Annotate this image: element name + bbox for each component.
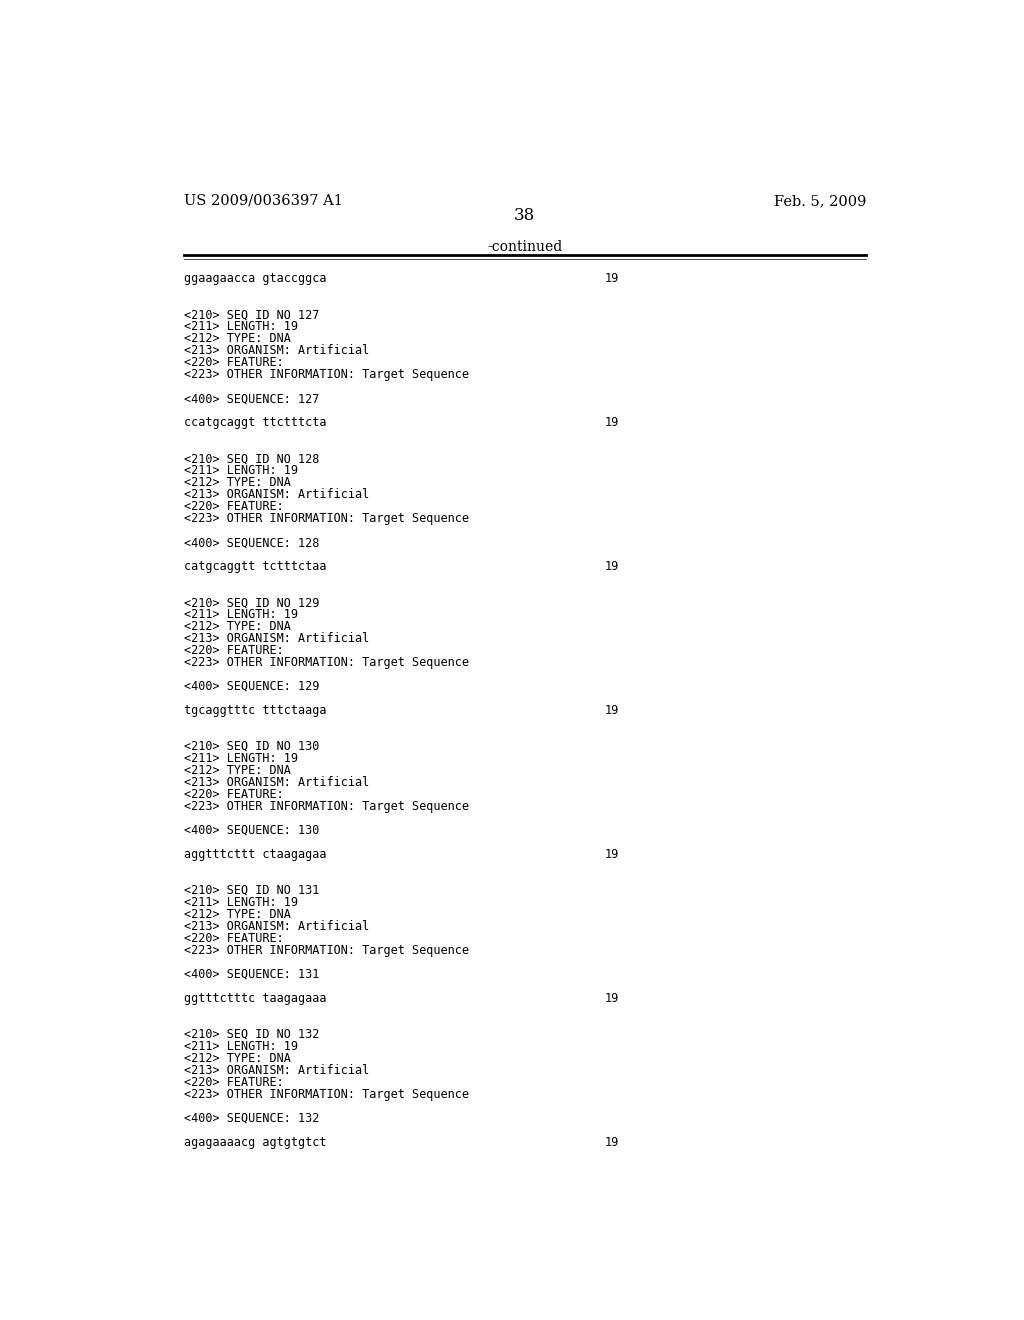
Text: tgcaggtttc tttctaaga: tgcaggtttc tttctaaga	[183, 704, 326, 717]
Text: Feb. 5, 2009: Feb. 5, 2009	[774, 194, 866, 209]
Text: <220> FEATURE:: <220> FEATURE:	[183, 1076, 284, 1089]
Text: <210> SEQ ID NO 129: <210> SEQ ID NO 129	[183, 597, 318, 609]
Text: <220> FEATURE:: <220> FEATURE:	[183, 500, 284, 513]
Text: <212> TYPE: DNA: <212> TYPE: DNA	[183, 477, 291, 490]
Text: <213> ORGANISM: Artificial: <213> ORGANISM: Artificial	[183, 920, 369, 933]
Text: <212> TYPE: DNA: <212> TYPE: DNA	[183, 764, 291, 777]
Text: <211> LENGTH: 19: <211> LENGTH: 19	[183, 896, 298, 909]
Text: 19: 19	[604, 272, 618, 285]
Text: <220> FEATURE:: <220> FEATURE:	[183, 788, 284, 801]
Text: 19: 19	[604, 416, 618, 429]
Text: <210> SEQ ID NO 131: <210> SEQ ID NO 131	[183, 884, 318, 896]
Text: <223> OTHER INFORMATION: Target Sequence: <223> OTHER INFORMATION: Target Sequence	[183, 800, 469, 813]
Text: agagaaaacg agtgtgtct: agagaaaacg agtgtgtct	[183, 1135, 326, 1148]
Text: ggaagaacca gtaccggca: ggaagaacca gtaccggca	[183, 272, 326, 285]
Text: <223> OTHER INFORMATION: Target Sequence: <223> OTHER INFORMATION: Target Sequence	[183, 368, 469, 381]
Text: <400> SEQUENCE: 129: <400> SEQUENCE: 129	[183, 680, 318, 693]
Text: <223> OTHER INFORMATION: Target Sequence: <223> OTHER INFORMATION: Target Sequence	[183, 656, 469, 669]
Text: <400> SEQUENCE: 131: <400> SEQUENCE: 131	[183, 968, 318, 981]
Text: <213> ORGANISM: Artificial: <213> ORGANISM: Artificial	[183, 776, 369, 789]
Text: <211> LENGTH: 19: <211> LENGTH: 19	[183, 321, 298, 333]
Text: <220> FEATURE:: <220> FEATURE:	[183, 356, 284, 370]
Text: <211> LENGTH: 19: <211> LENGTH: 19	[183, 609, 298, 620]
Text: <400> SEQUENCE: 132: <400> SEQUENCE: 132	[183, 1111, 318, 1125]
Text: <213> ORGANISM: Artificial: <213> ORGANISM: Artificial	[183, 1064, 369, 1077]
Text: <211> LENGTH: 19: <211> LENGTH: 19	[183, 1040, 298, 1053]
Text: 19: 19	[604, 1135, 618, 1148]
Text: <213> ORGANISM: Artificial: <213> ORGANISM: Artificial	[183, 488, 369, 502]
Text: 19: 19	[604, 704, 618, 717]
Text: <211> LENGTH: 19: <211> LENGTH: 19	[183, 465, 298, 477]
Text: <213> ORGANISM: Artificial: <213> ORGANISM: Artificial	[183, 345, 369, 358]
Text: <211> LENGTH: 19: <211> LENGTH: 19	[183, 752, 298, 766]
Text: 19: 19	[604, 847, 618, 861]
Text: <220> FEATURE:: <220> FEATURE:	[183, 932, 284, 945]
Text: <220> FEATURE:: <220> FEATURE:	[183, 644, 284, 657]
Text: <400> SEQUENCE: 127: <400> SEQUENCE: 127	[183, 392, 318, 405]
Text: <223> OTHER INFORMATION: Target Sequence: <223> OTHER INFORMATION: Target Sequence	[183, 512, 469, 525]
Text: <223> OTHER INFORMATION: Target Sequence: <223> OTHER INFORMATION: Target Sequence	[183, 1088, 469, 1101]
Text: US 2009/0036397 A1: US 2009/0036397 A1	[183, 194, 342, 209]
Text: ccatgcaggt ttctttcta: ccatgcaggt ttctttcta	[183, 416, 326, 429]
Text: catgcaggtt tctttctaa: catgcaggtt tctttctaa	[183, 560, 326, 573]
Text: <212> TYPE: DNA: <212> TYPE: DNA	[183, 620, 291, 634]
Text: <210> SEQ ID NO 128: <210> SEQ ID NO 128	[183, 453, 318, 465]
Text: <213> ORGANISM: Artificial: <213> ORGANISM: Artificial	[183, 632, 369, 645]
Text: <210> SEQ ID NO 132: <210> SEQ ID NO 132	[183, 1028, 318, 1041]
Text: aggtttcttt ctaagagaa: aggtttcttt ctaagagaa	[183, 847, 326, 861]
Text: <210> SEQ ID NO 127: <210> SEQ ID NO 127	[183, 308, 318, 321]
Text: ggtttctttc taagagaaa: ggtttctttc taagagaaa	[183, 991, 326, 1005]
Text: <400> SEQUENCE: 128: <400> SEQUENCE: 128	[183, 536, 318, 549]
Text: <212> TYPE: DNA: <212> TYPE: DNA	[183, 908, 291, 921]
Text: 19: 19	[604, 991, 618, 1005]
Text: 38: 38	[514, 207, 536, 224]
Text: <212> TYPE: DNA: <212> TYPE: DNA	[183, 333, 291, 346]
Text: <223> OTHER INFORMATION: Target Sequence: <223> OTHER INFORMATION: Target Sequence	[183, 944, 469, 957]
Text: <210> SEQ ID NO 130: <210> SEQ ID NO 130	[183, 741, 318, 752]
Text: 19: 19	[604, 560, 618, 573]
Text: -continued: -continued	[487, 240, 562, 253]
Text: <212> TYPE: DNA: <212> TYPE: DNA	[183, 1052, 291, 1065]
Text: <400> SEQUENCE: 130: <400> SEQUENCE: 130	[183, 824, 318, 837]
